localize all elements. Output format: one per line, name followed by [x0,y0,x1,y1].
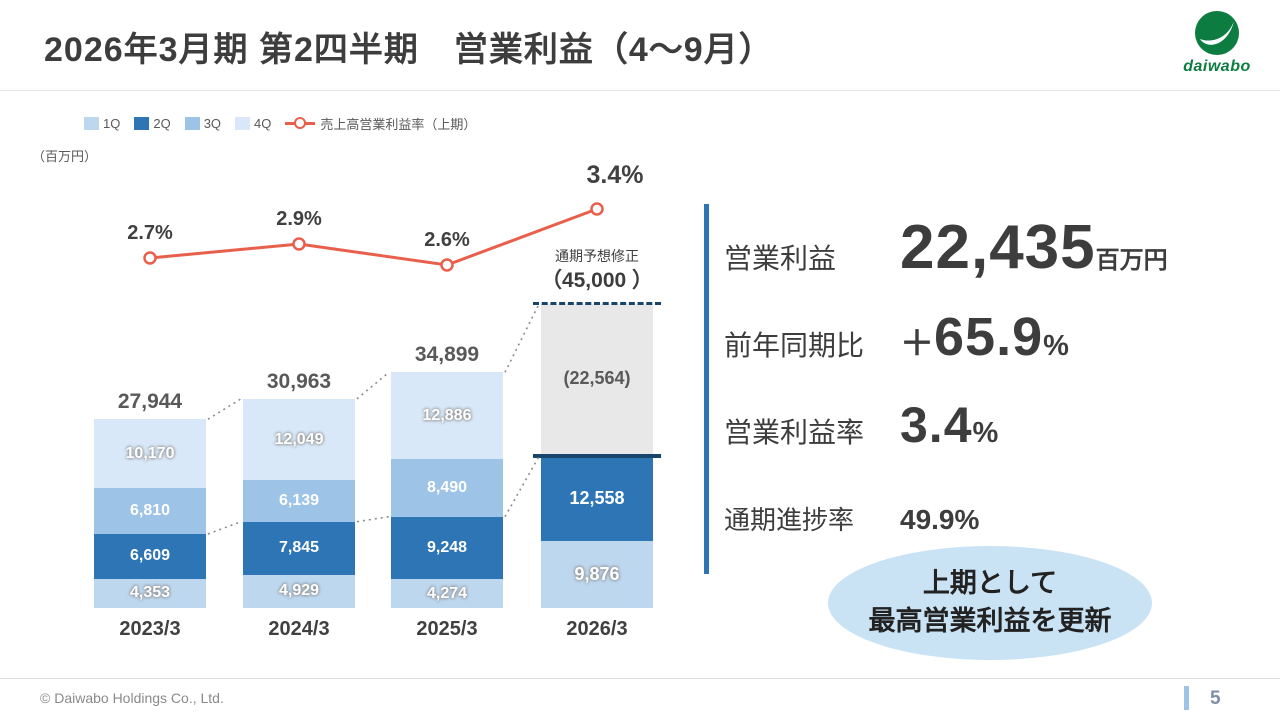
connector-first-half [207,520,242,535]
bar-segment-2Q: 12,558 [541,456,653,542]
margin-point-label: 2.7% [127,222,173,244]
legend-item-3Q: 3Q [184,116,222,131]
header-divider [0,90,1280,91]
daiwabo-logo-icon [1195,11,1239,55]
footer-divider [0,678,1280,679]
legend-label: 4Q [254,116,272,131]
kpi-label: 前年同期比 [724,330,865,361]
connector-first-half [504,456,540,518]
kpi-label: 営業利益率 [724,417,865,448]
copyright-text: © Daiwabo Holdings Co., Ltd. [40,690,224,706]
legend-swatch-3Q [184,117,200,130]
category-label: 2024/3 [268,618,330,640]
chart-legend: 1Q 2Q 3Q 4Q 売上高営業利益率（上期） [84,114,476,133]
connector-first-half [356,515,390,523]
kpi-yoy: 前年同期比 ＋ 65.9 % [724,306,1069,368]
bar-segment-3Q: 6,139 [243,480,355,522]
kpi-suffix: % [1043,330,1069,362]
kpi-label: 通期進捗率 [724,505,855,535]
legend-swatch-1Q [84,117,99,130]
bar-segment-2Q: 7,845 [243,521,355,575]
kpi-operating-profit: 営業利益 22,435 百万円 [724,212,1168,283]
kpi-value: 49.9% [900,504,980,535]
category-label: 2026/3 [566,618,628,640]
bar-total-label: 30,963 [266,369,332,393]
bar-segment-2Q: 9,248 [391,516,503,580]
kpi-suffix: % [972,417,999,449]
forecast-dashed-line [533,302,661,305]
legend-item-1Q: 1Q [84,116,120,131]
margin-point [143,251,157,265]
unit-label: （百万円） [32,149,98,164]
line-marker-icon [285,117,316,130]
legend-label: 売上高営業利益率（上期） [320,117,477,132]
bar-segment-1Q: 4,353 [94,578,206,608]
margin-point [590,202,604,216]
margin-point-label: 3.4% [586,161,644,189]
legend-item-line: 売上高営業利益率（上期） [285,114,476,133]
bar-segment-4Q: 12,049 [243,398,355,481]
kpi-prefix: ＋ [900,325,934,363]
legend-swatch-4Q [235,117,251,130]
bar-segment-2Q: 6,609 [94,533,206,579]
forecast-remainder-label: (22,564) [563,368,631,389]
highlight-callout: 上期として 最高営業利益を更新 [828,546,1152,660]
legend-label: 3Q [203,116,222,131]
legend-swatch-2Q [134,117,150,130]
forecast-value-label: （45,000 ） [540,269,654,292]
kpi-value: 65.9 [934,307,1044,367]
kpi-value: 3.4 [900,397,973,453]
line-marker-dot [294,117,307,129]
kpi-label: 営業利益 [724,243,837,274]
bar-total-label: 27,944 [117,390,183,414]
kpi-panel-accent-bar [704,204,709,574]
page-title: 2026年3月期 第2四半期 営業利益（4～9月） [44,31,774,69]
bar-segment-1Q: 9,876 [541,541,653,608]
kpi-progress: 通期進捗率 49.9% [724,500,979,537]
margin-point-label: 2.6% [424,229,470,251]
company-logo: daiwabo [1178,10,1256,76]
page-number-bar [1184,686,1189,710]
forecast-block [541,304,653,457]
category-label: 2025/3 [416,618,478,640]
legend-item-4Q: 4Q [235,116,271,131]
margin-point-label: 2.9% [276,208,322,230]
bar-segment-1Q: 4,274 [391,579,503,608]
bar-segment-3Q: 6,810 [94,487,206,534]
legend-label: 1Q [103,116,121,131]
bar-segment-4Q: 12,886 [391,372,503,460]
bar-segment-4Q: 10,170 [94,419,206,488]
highlight-line2: 最高営業利益を更新 [868,606,1112,636]
page-number: 5 [1210,688,1221,709]
legend-item-2Q: 2Q [134,116,171,131]
kpi-value: 22,435 [900,213,1096,282]
category-label: 2023/3 [119,618,181,640]
first-half-top-line [533,454,661,459]
bar-segment-1Q: 4,929 [243,574,355,608]
bar-segment-3Q: 8,490 [391,459,503,517]
margin-point [440,258,454,272]
kpi-margin: 営業利益率 3.4 % [724,396,998,454]
forecast-caption: 通期予想修正 [555,248,639,264]
legend-label: 2Q [153,116,171,131]
highlight-line1: 上期として [922,568,1058,599]
daiwabo-logo-text: daiwabo [1183,58,1251,75]
kpi-suffix: 百万円 [1095,247,1168,274]
margin-point [292,237,306,251]
bar-total-label: 34,899 [414,343,480,367]
